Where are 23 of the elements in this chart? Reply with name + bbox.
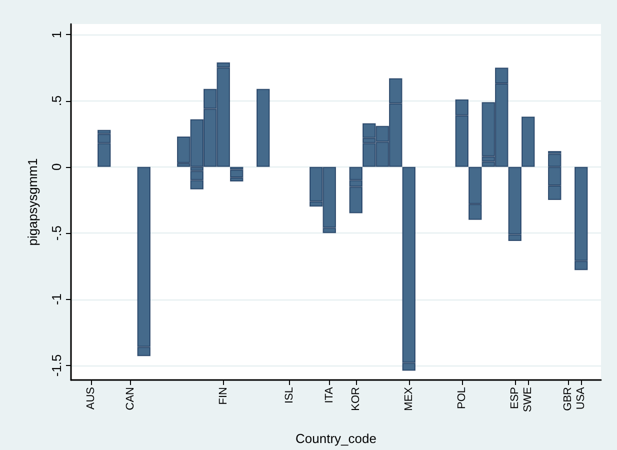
y-tick-label: 1 <box>49 30 64 38</box>
y-tick-label: -1 <box>49 293 64 306</box>
bar <box>230 170 244 178</box>
x-tick-label: SWE <box>522 387 534 412</box>
y-tick-label: -.5 <box>49 226 64 241</box>
x-tick-label: ISL <box>284 387 296 404</box>
x-tick-label: ITA <box>323 386 336 404</box>
x-tick-label: USA <box>575 386 588 410</box>
x-tick-label: GBR <box>562 386 574 411</box>
bar <box>256 88 270 167</box>
y-axis-title: pigapsysgmm1 <box>25 158 40 246</box>
y-tick-label: 0 <box>49 163 64 171</box>
x-tick-label: FIN <box>217 386 230 405</box>
bar <box>522 116 535 167</box>
x-tick-label: MEX <box>402 386 415 411</box>
x-tick-label: ESP <box>508 387 521 410</box>
y-tick-label: -1.5 <box>49 354 64 377</box>
y-tick-label: .5 <box>49 95 64 106</box>
x-tick-label: CAN <box>124 386 137 410</box>
x-tick-label: POL <box>456 387 468 410</box>
x-axis-title: Country_code <box>296 431 376 446</box>
x-tick-label: KOR <box>350 386 362 411</box>
x-tick-label: AUS <box>84 387 97 410</box>
